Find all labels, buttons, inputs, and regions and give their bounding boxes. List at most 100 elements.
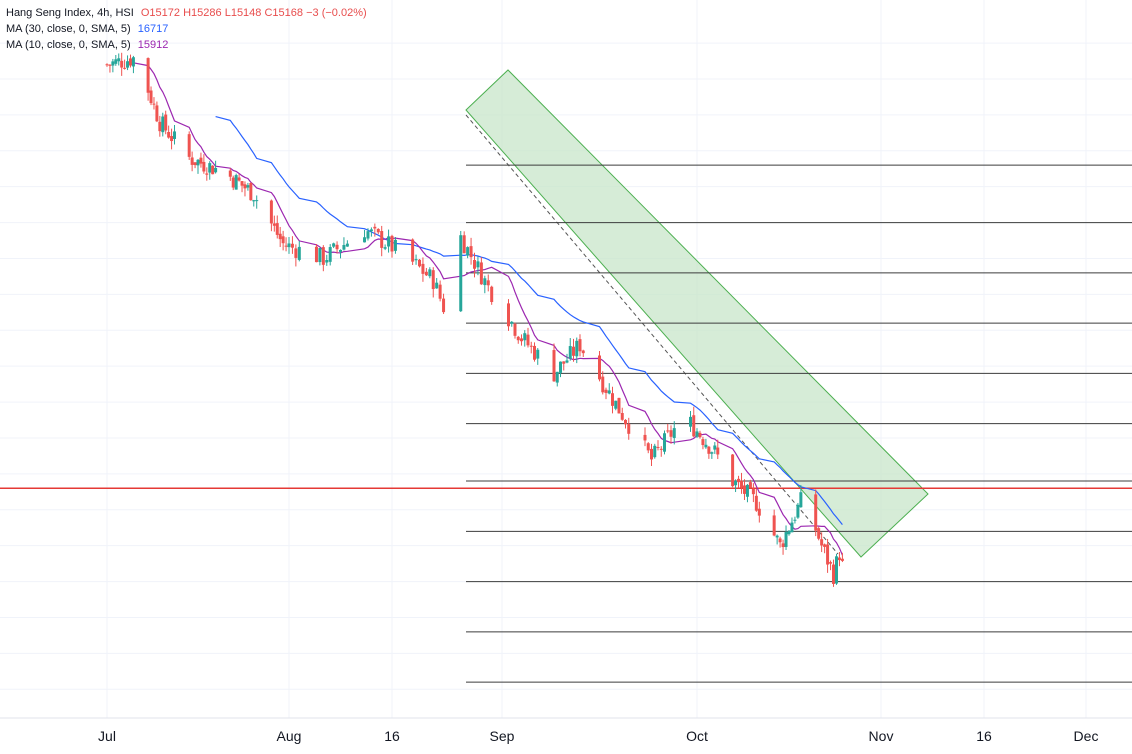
ma30-label[interactable]: MA (30, close, 0, SMA, 5) [6,23,131,35]
candle-body [742,485,746,494]
price-channel [465,69,929,558]
candle-body [211,165,215,175]
candle-body [281,236,285,244]
candle-body [650,448,653,460]
candle-body [814,494,818,531]
candle-body [734,480,738,486]
candle-body [328,247,332,262]
candle-body [486,280,490,286]
candle-body [490,286,494,303]
candle-body [424,271,428,276]
candle-body [202,161,206,172]
ma10-label[interactable]: MA (10, close, 0, SMA, 5) [6,39,131,51]
candle-body [669,430,673,437]
candle-body [796,504,800,518]
candle-body [643,434,647,441]
candle-body [428,269,432,277]
candle-body [462,235,466,254]
candle-body [369,229,373,232]
candle-body [339,249,342,252]
candle-body [611,393,614,406]
symbol-label[interactable]: Hang Seng Index, 4h, HSI [6,7,134,19]
candle-body [646,443,650,451]
candle-body [431,270,435,290]
candle-body [111,61,115,66]
candle-body [325,259,329,263]
candle-body [601,376,605,393]
candle-body [627,423,631,434]
candle-body [483,278,487,286]
candle-body [559,361,562,373]
candle-body [237,177,241,181]
candle-body [284,245,288,247]
candle-body [707,446,711,454]
candle-body [823,544,827,547]
candle-body [820,539,824,546]
candle-body [269,200,273,224]
candle-body [837,557,841,561]
candle-body [578,339,582,352]
candle-body [829,562,833,564]
candle-body [345,243,349,247]
candle-body [393,239,397,251]
candle-body [190,157,194,165]
candle-body [787,530,791,535]
candle-body [123,67,127,69]
candle-body [695,431,699,437]
candle-body [228,170,232,177]
candle-body [624,419,627,425]
candle-body [105,64,109,66]
candle-body [373,226,377,229]
candle-body [672,428,676,438]
candle-body [164,114,168,131]
candle-body [363,237,367,243]
candle-body [297,246,301,260]
candle-body [435,282,439,289]
candle-body [442,298,446,313]
candle-body [278,233,282,240]
candle-body [318,248,322,263]
candle-body [748,482,752,488]
candle-body [565,360,569,363]
candle-body [272,223,276,226]
candle-body [663,433,666,452]
candle-body [598,355,601,380]
candle-body [411,239,415,262]
x-tick-label: Jul [98,728,116,744]
x-tick-label: Aug [276,728,302,744]
level-lines [466,164,1132,683]
candle-body [287,243,291,248]
candle-body [507,303,510,327]
candle-body [751,488,755,495]
candle-body [737,478,741,483]
candle-body [617,397,621,414]
candle-body [689,416,692,427]
candle-body [173,131,177,139]
chart-legend: Hang Seng Index, 4h, HSI O15172 H15286 L… [6,5,367,53]
candle-body [653,445,657,458]
candle-body [170,136,174,142]
x-tick-label: Sep [489,728,515,744]
candle-body [114,59,118,64]
candle-body [552,350,556,382]
candle-body [243,184,247,189]
candle-body [772,515,776,536]
candle-body [834,556,838,584]
candle-body [745,484,749,497]
candle-body [335,244,339,250]
candle-body [793,519,797,521]
candle-body [778,538,782,543]
candle-body [731,454,735,487]
candle-body [414,259,418,261]
candle-body [459,235,463,312]
candle-body [246,185,250,188]
candle-body [314,246,318,263]
candle-body [290,243,294,248]
candle-body [666,430,670,432]
candle-body [656,446,660,448]
x-tick-label: 16 [976,728,992,744]
candle-body [526,334,530,346]
candle-body [380,231,384,248]
candle-body [817,528,821,539]
